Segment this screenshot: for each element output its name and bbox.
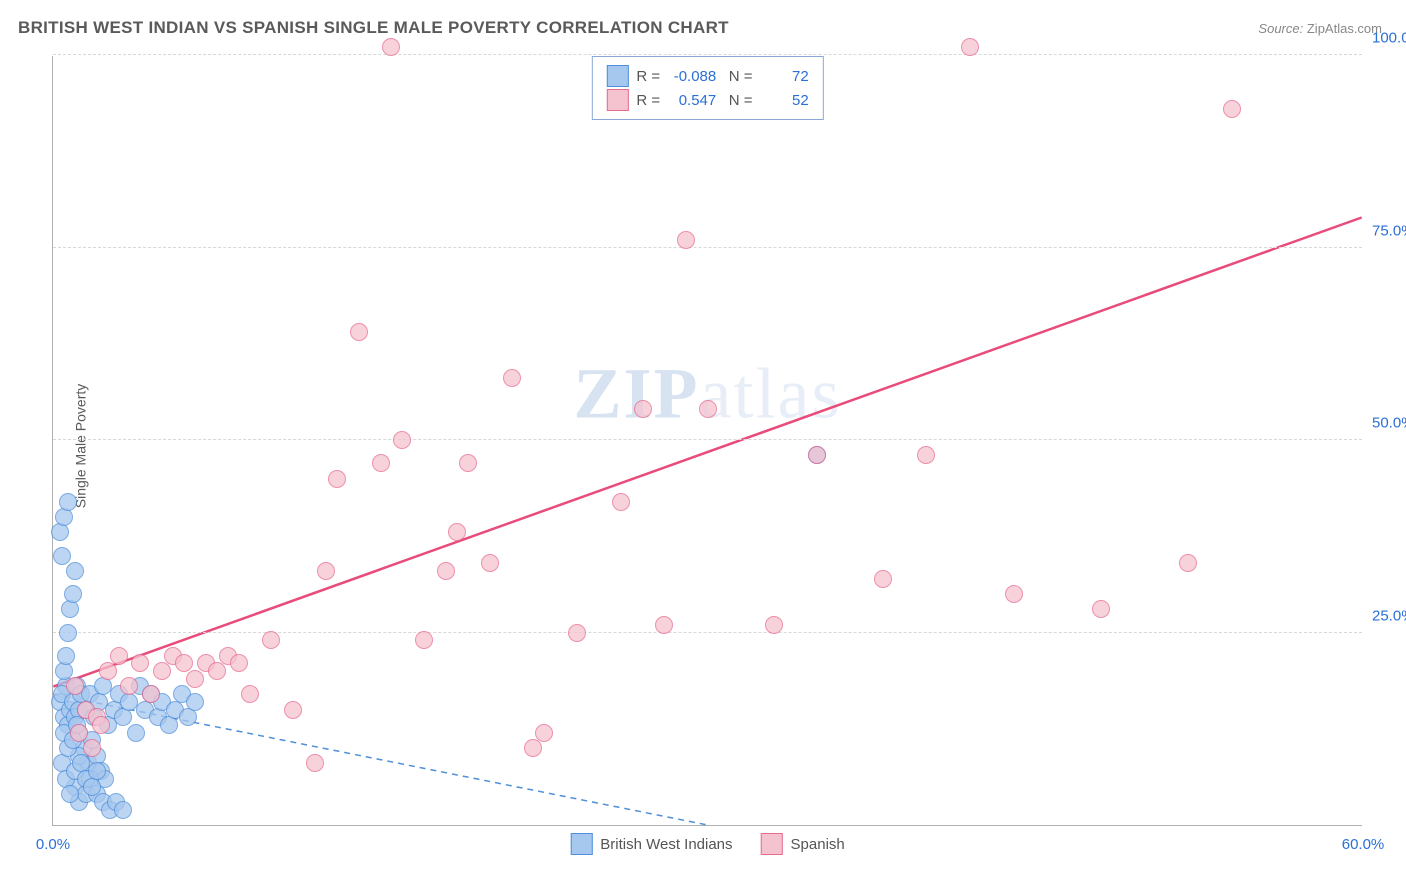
scatter-point (415, 631, 433, 649)
scatter-point (142, 685, 160, 703)
scatter-point (51, 523, 69, 541)
scatter-point (99, 662, 117, 680)
chart-title: BRITISH WEST INDIAN VS SPANISH SINGLE MA… (18, 18, 729, 38)
grid-line (53, 54, 1362, 55)
chart-source: Source: ZipAtlas.com (1258, 21, 1382, 36)
scatter-point (208, 662, 226, 680)
scatter-point (88, 762, 106, 780)
scatter-point (350, 323, 368, 341)
watermark-atlas: atlas (700, 354, 842, 434)
scatter-point (961, 38, 979, 56)
scatter-point (481, 554, 499, 572)
stats-row: R = -0.088 N = 72 (606, 65, 808, 87)
scatter-point (328, 470, 346, 488)
scatter-point (61, 600, 79, 618)
legend-label: British West Indians (600, 836, 732, 853)
legend-item: Spanish (761, 833, 845, 855)
scatter-point (262, 631, 280, 649)
scatter-point (92, 716, 110, 734)
watermark: ZIPatlas (574, 353, 842, 436)
scatter-point (110, 647, 128, 665)
scatter-point (284, 701, 302, 719)
scatter-point (66, 562, 84, 580)
scatter-point (535, 724, 553, 742)
scatter-point (83, 778, 101, 796)
scatter-point (64, 585, 82, 603)
scatter-point (186, 670, 204, 688)
scatter-point (437, 562, 455, 580)
scatter-point (372, 454, 390, 472)
scatter-point (131, 654, 149, 672)
scatter-point (393, 431, 411, 449)
legend-item: British West Indians (570, 833, 732, 855)
trend-lines (53, 56, 1362, 825)
scatter-point (874, 570, 892, 588)
legend-swatch (761, 833, 783, 855)
scatter-point (306, 754, 324, 772)
scatter-point (160, 716, 178, 734)
scatter-point (241, 685, 259, 703)
scatter-point (57, 647, 75, 665)
scatter-chart: ZIPatlas R = -0.088 N = 72 R = 0.547 N = … (52, 56, 1362, 826)
scatter-point (1223, 100, 1241, 118)
scatter-point (179, 708, 197, 726)
scatter-point (612, 493, 630, 511)
scatter-point (503, 369, 521, 387)
scatter-point (568, 624, 586, 642)
scatter-point (53, 547, 71, 565)
scatter-point (55, 508, 73, 526)
grid-line (53, 247, 1362, 248)
scatter-point (917, 446, 935, 464)
y-tick-label: 25.0% (1372, 607, 1406, 624)
scatter-point (317, 562, 335, 580)
scatter-point (1092, 600, 1110, 618)
bottom-legend: British West Indians Spanish (570, 833, 845, 855)
y-tick-label: 50.0% (1372, 415, 1406, 432)
scatter-point (114, 801, 132, 819)
scatter-point (448, 523, 466, 541)
scatter-point (153, 662, 171, 680)
scatter-point (70, 724, 88, 742)
stats-row: R = 0.547 N = 52 (606, 89, 808, 111)
scatter-point (382, 38, 400, 56)
scatter-point (59, 493, 77, 511)
stats-text: R = -0.088 N = 72 (636, 68, 808, 85)
scatter-point (634, 400, 652, 418)
scatter-point (808, 446, 826, 464)
scatter-point (186, 693, 204, 711)
scatter-point (59, 624, 77, 642)
source-label: Source: (1258, 21, 1303, 36)
scatter-point (655, 616, 673, 634)
scatter-point (677, 231, 695, 249)
stats-text: R = 0.547 N = 52 (636, 92, 808, 109)
legend-swatch (570, 833, 592, 855)
scatter-point (230, 654, 248, 672)
stats-legend-box: R = -0.088 N = 72 R = 0.547 N = 52 (591, 56, 823, 120)
scatter-point (699, 400, 717, 418)
y-tick-label: 75.0% (1372, 222, 1406, 239)
legend-swatch (606, 89, 628, 111)
legend-swatch (606, 65, 628, 87)
source-value: ZipAtlas.com (1307, 21, 1382, 36)
scatter-point (61, 785, 79, 803)
scatter-point (83, 739, 101, 757)
scatter-point (120, 677, 138, 695)
scatter-point (114, 708, 132, 726)
grid-line (53, 439, 1362, 440)
trend-line (53, 217, 1361, 686)
y-tick-label: 100.0% (1372, 30, 1406, 47)
scatter-point (127, 724, 145, 742)
scatter-point (765, 616, 783, 634)
grid-line (53, 632, 1362, 633)
scatter-point (66, 677, 84, 695)
scatter-point (1179, 554, 1197, 572)
watermark-zip: ZIP (574, 354, 700, 434)
x-tick-label: 60.0% (1342, 836, 1385, 853)
legend-label: Spanish (791, 836, 845, 853)
scatter-point (1005, 585, 1023, 603)
chart-header: BRITISH WEST INDIAN VS SPANISH SINGLE MA… (0, 0, 1406, 46)
x-tick-label: 0.0% (36, 836, 70, 853)
scatter-point (459, 454, 477, 472)
scatter-point (524, 739, 542, 757)
